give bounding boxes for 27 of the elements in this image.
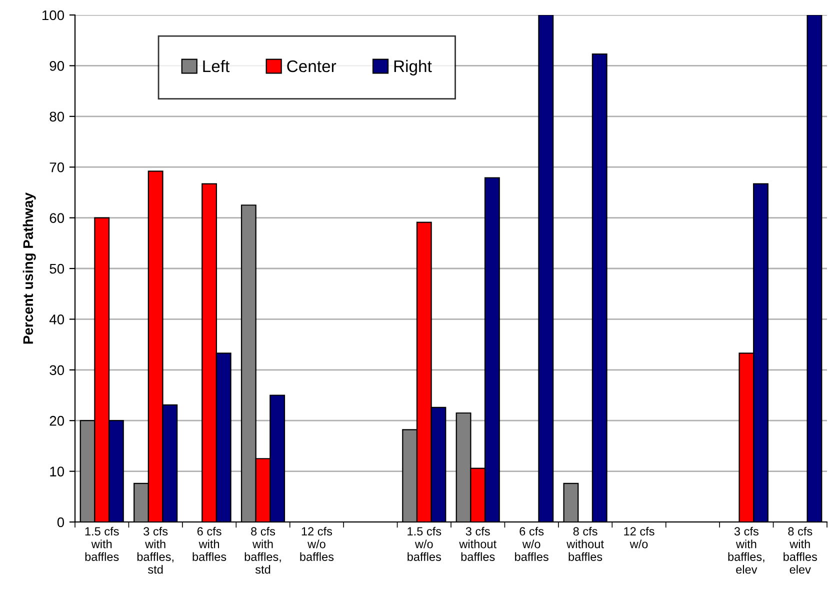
x-tick-label: 8 cfs with baffles elev (784, 526, 818, 574)
y-axis-title: Percent using Pathway (22, 192, 36, 344)
x-tick-label: 3 cfs with baffles, std (137, 526, 174, 574)
y-tick-label: 0 (57, 517, 64, 528)
y-tick-label: 60 (50, 213, 64, 223)
legend-label: Right (394, 60, 432, 76)
x-tick-label: 3 cfs with baffles, elev (728, 526, 764, 574)
y-tick-label: 80 (50, 112, 64, 122)
y-tick-label: 90 (50, 61, 64, 71)
x-tick-label: 3 cfs without baffles (459, 526, 496, 561)
y-tick-label: 100 (42, 10, 64, 20)
x-tick-label: 8 cfs without baffles (566, 526, 604, 561)
y-tick-label: 20 (50, 416, 64, 426)
x-tick-label: 12 cfs w/o baffles (300, 526, 334, 561)
y-tick-label: 50 (50, 264, 64, 274)
y-tick-label: 30 (50, 365, 64, 376)
legend-label: Left (203, 60, 230, 72)
legend-label: Center (287, 60, 336, 72)
y-tick-label: 40 (49, 314, 64, 324)
x-tick-label: 1.5 cfs w/o baffles (408, 526, 442, 561)
x-tick-label: 6 cfs with baffles (192, 526, 226, 561)
x-tick-label: 1.5 cfs with baffles (85, 526, 119, 561)
y-tick-label: 70 (50, 162, 64, 172)
x-tick-label: 8 cfs with baffles, std (244, 526, 281, 574)
y-tick-label: 10 (50, 466, 64, 476)
x-tick-label: 12 cfs w/o (624, 526, 654, 548)
x-tick-label: 6 cfs w/o baffles (515, 526, 548, 561)
